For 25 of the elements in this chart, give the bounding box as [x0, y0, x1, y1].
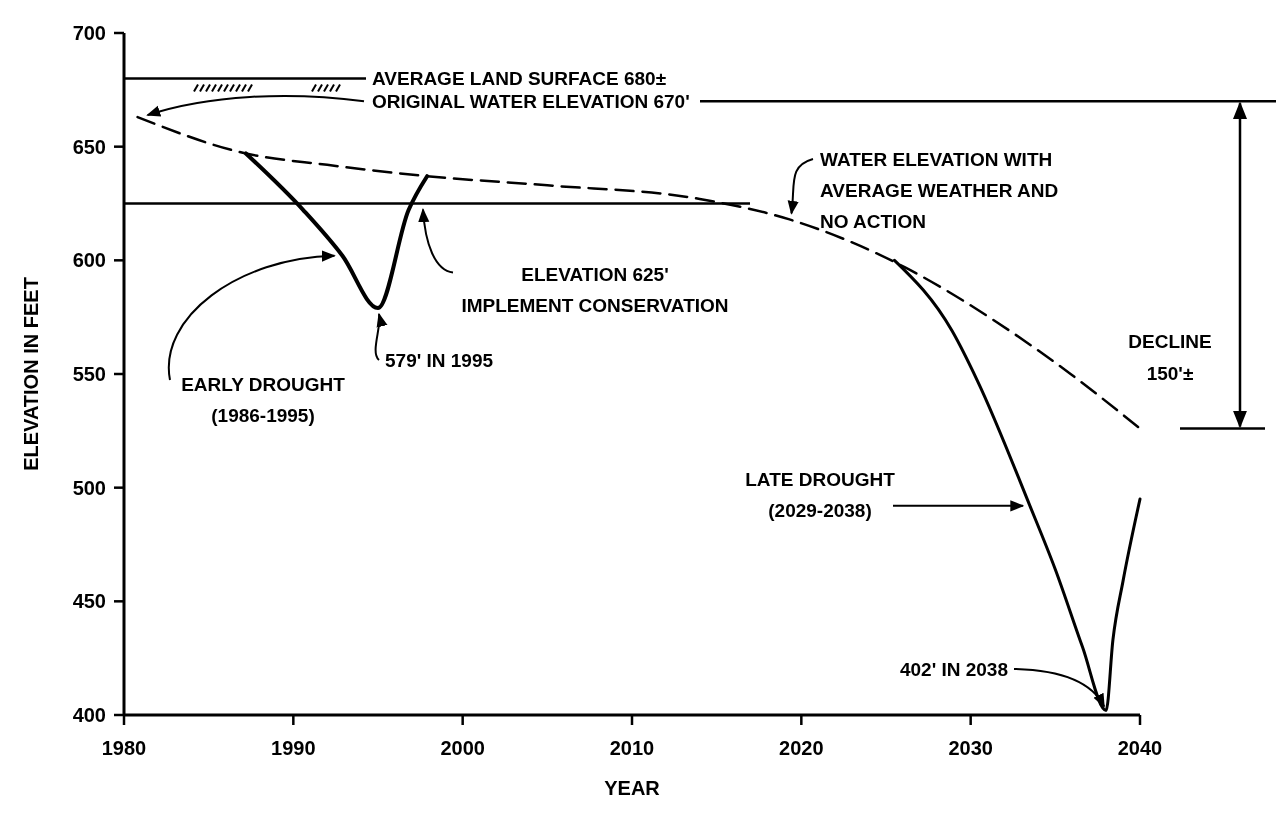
- y-tick-label: 500: [72, 476, 106, 499]
- x-tick-label: 2020: [779, 737, 824, 759]
- annotation: 402' IN 2038: [899, 659, 1008, 680]
- annotation: LATE DROUGHT (2029-2038): [745, 469, 896, 521]
- y-tick-label: 650: [72, 135, 106, 158]
- x-tick-label: 2030: [948, 737, 993, 759]
- annotation: WATER ELEVATION WITH AVERAGE WEATHER AND NO ACTION: [820, 149, 1059, 232]
- y-tick-label: 450: [72, 590, 106, 613]
- annotation: 579' IN 1995: [385, 350, 494, 371]
- x-tick-label: 2040: [1117, 737, 1163, 759]
- x-axis-title: YEAR: [604, 777, 661, 799]
- annotation: DECLINE 150'±: [1128, 331, 1212, 384]
- y-tick-label: 600: [72, 249, 106, 272]
- x-tick-label: 2000: [440, 737, 485, 759]
- ref-line-label: AVERAGE LAND SURFACE 680±: [372, 68, 667, 90]
- x-tick-label: 2010: [609, 737, 655, 759]
- ref-line-label: ELEVATION 625' IMPLEMENT CONSERVATION: [461, 263, 729, 316]
- x-tick-label: 1980: [101, 737, 147, 759]
- x-tick-label: 1990: [271, 737, 316, 759]
- y-axis-title: ELEVATION IN FEET: [20, 277, 42, 471]
- y-tick-label: 400: [72, 704, 106, 726]
- y-tick-label: 700: [72, 22, 106, 44]
- annotation: EARLY DROUGHT (1986-1995): [181, 374, 346, 426]
- ref-line-label: ORIGINAL WATER ELEVATION 670': [372, 91, 690, 113]
- y-tick-label: 550: [72, 363, 106, 385]
